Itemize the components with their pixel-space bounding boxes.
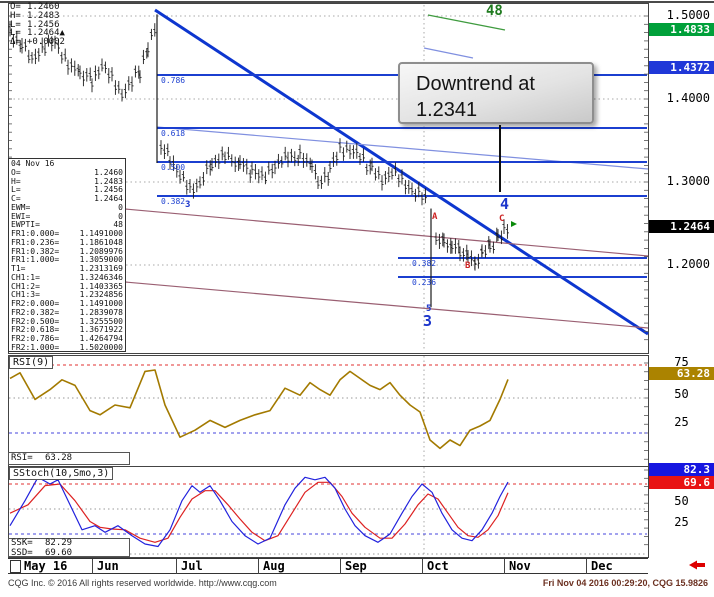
footer: CQG Inc. © 2016 All rights reserved worl…: [0, 576, 714, 592]
month-label-Aug: Aug: [258, 559, 340, 574]
trend-line[interactable]: [427, 14, 506, 31]
quote-row: O= 1.2460: [10, 2, 60, 12]
time-axis[interactable]: May 16 Jun Jul Aug Sep Oct Nov Dec: [8, 558, 648, 574]
price-label-1.4833: 1.4833: [649, 23, 714, 36]
study-value-row: FR2:0.618= 1.3671922: [11, 325, 123, 335]
study-value-row: H= 1.2483: [11, 176, 123, 186]
wave-label-48: 48: [486, 3, 503, 19]
callout-text: Downtrend at 1.2341: [416, 73, 535, 121]
quote-row: L= 1.2456: [10, 19, 60, 30]
ssd-value: 69.60: [45, 547, 73, 558]
month-label-Dec: Dec: [586, 559, 648, 574]
fib-level-label: 0.236: [412, 278, 437, 287]
last-price-marker: [511, 221, 517, 227]
price-label-1.2000: 1.2000: [666, 257, 710, 271]
footer-timestamp: Fri Nov 04 2016 00:29:20, CQG 15.9826: [542, 578, 708, 588]
study-value-row: 04 Nov 16: [11, 159, 55, 168]
ssk-line[interactable]: [9, 476, 509, 548]
month-label-Oct: Oct: [422, 559, 504, 574]
wave-label-3: 3: [423, 312, 433, 330]
axis-checkbox[interactable]: [10, 560, 21, 573]
price-scale[interactable]: 1.5000 1.4833 1.4372 1.4000 1.3000 1.2464 1.20…: [649, 0, 714, 556]
price-label-1.2464: 1.2464: [649, 220, 714, 233]
trend-line[interactable]: [124, 281, 649, 329]
rsi-readout: RSI= 63.28: [8, 452, 130, 465]
quote-row: L= 1.2464▲: [10, 28, 65, 39]
stoch-scale-25: 25: [674, 515, 689, 529]
fib-level-label: 0.500: [161, 163, 186, 172]
study-values-panel[interactable]: 04 Nov 16 O= 1.2460 H= 1.2483 L= 1.2456 C= 1.246…: [8, 158, 126, 352]
wave-label-5: 5: [426, 304, 432, 314]
study-value-row: FR2:1.000= 1.5020000: [11, 342, 123, 352]
month-label-Jun: Jun: [92, 559, 176, 574]
window-top-border: [0, 1, 714, 3]
wave-label-A: A: [432, 212, 438, 222]
quote-row: Δ= +0.0002: [10, 37, 65, 48]
footer-copyright: CQG Inc. © 2016 All rights reserved worl…: [8, 578, 277, 588]
study-value-row: T1= 1.2313169: [11, 264, 123, 273]
stochastic-readout: SSK= 82.29 SSD= 69.60: [8, 538, 130, 557]
rsi-scale-75: 75: [674, 355, 689, 369]
study-value-row: EWM= 0: [11, 202, 123, 212]
month-label-Jul: Jul: [176, 559, 258, 574]
price-label-1.3000: 1.3000: [666, 174, 710, 188]
study-value-row: CH1:1= 1.3246346: [11, 272, 123, 282]
study-value-row: CH1:2= 1.1403365: [11, 281, 123, 291]
quote-row: H= 1.2483: [10, 10, 60, 21]
trend-line[interactable]: [124, 208, 649, 257]
rsi-readout-label: RSI=: [11, 453, 33, 463]
ssd-line[interactable]: [9, 481, 509, 543]
study-value-row: FR1:1.000= 1.3059000: [11, 255, 123, 265]
study-value-row: FR1:0.000= 1.1491000: [11, 229, 123, 238]
study-value-row: FR2:0.382= 1.2839078: [11, 307, 123, 317]
wave-label-C: C: [499, 214, 505, 224]
fib-level-label: 0.382: [412, 259, 437, 268]
fib-level-label: 0.786: [161, 76, 186, 85]
ssk-value: 82.29: [45, 538, 73, 548]
stochastic-panel[interactable]: [8, 466, 649, 558]
downtrend-callout[interactable]: Downtrend at 1.2341: [398, 62, 594, 124]
stochastic-title: SStoch(10,Smo,3): [9, 467, 114, 480]
rsi-line[interactable]: [9, 369, 509, 450]
study-value-row: O= 1.2460: [11, 167, 123, 177]
study-value-row: FR2:0.500= 1.3255500: [11, 316, 123, 326]
study-value-row: C= 1.2464: [11, 194, 123, 203]
price-label-1.5000: 1.5000: [666, 8, 710, 22]
study-value-row: EWI= 0: [11, 211, 123, 221]
study-value-row: EWPTI= 48: [11, 220, 123, 230]
rsi-scale-50: 50: [674, 387, 689, 401]
scroll-left-arrow-icon[interactable]: [689, 560, 705, 570]
stoch-scale-69.6: 69.6: [649, 476, 714, 489]
study-value-row: FR2:0.786= 1.4264794: [11, 334, 123, 343]
study-value-row: CH1:3= 1.2324856: [11, 290, 123, 300]
price-label-1.4000: 1.4000: [666, 91, 710, 105]
ssd-label: SSD=: [11, 547, 33, 558]
fib-level-label: 0.382: [161, 197, 186, 206]
trend-line[interactable]: [154, 8, 649, 336]
rsi-scale-63.28: 63.28: [649, 367, 714, 380]
rsi-title: RSI(9): [9, 356, 54, 369]
study-value-row: L= 1.2456: [11, 185, 123, 195]
study-value-row: FR1:0.382= 1.2089976: [11, 246, 123, 256]
fib-level-label: 0.618: [161, 129, 186, 138]
rsi-scale-25: 25: [674, 415, 689, 429]
month-label-May-16: May 16: [24, 559, 68, 573]
month-label-Nov: Nov: [504, 559, 586, 574]
wave-label-4: 4: [500, 195, 510, 213]
stoch-scale-50: 50: [674, 494, 689, 508]
price-label-1.4372: 1.4372: [649, 61, 714, 74]
stoch-scale-82.3: 82.3: [649, 463, 714, 476]
wave-label-3: 3: [185, 200, 191, 210]
month-label-Sep: Sep: [340, 559, 422, 574]
quote-readout: O= 1.2460 H= 1.2483 L= 1.2456 L= 1.2464▲ Δ= +0.00…: [10, 3, 105, 47]
ssk-label: SSK=: [11, 538, 33, 548]
trend-line[interactable]: [423, 47, 474, 59]
study-value-row: FR2:0.000= 1.1491000: [11, 299, 123, 308]
wave-label-B: B: [465, 261, 471, 271]
rsi-readout-value: 63.28: [45, 453, 73, 463]
study-value-row: FR1:0.236= 1.1861048: [11, 237, 123, 247]
